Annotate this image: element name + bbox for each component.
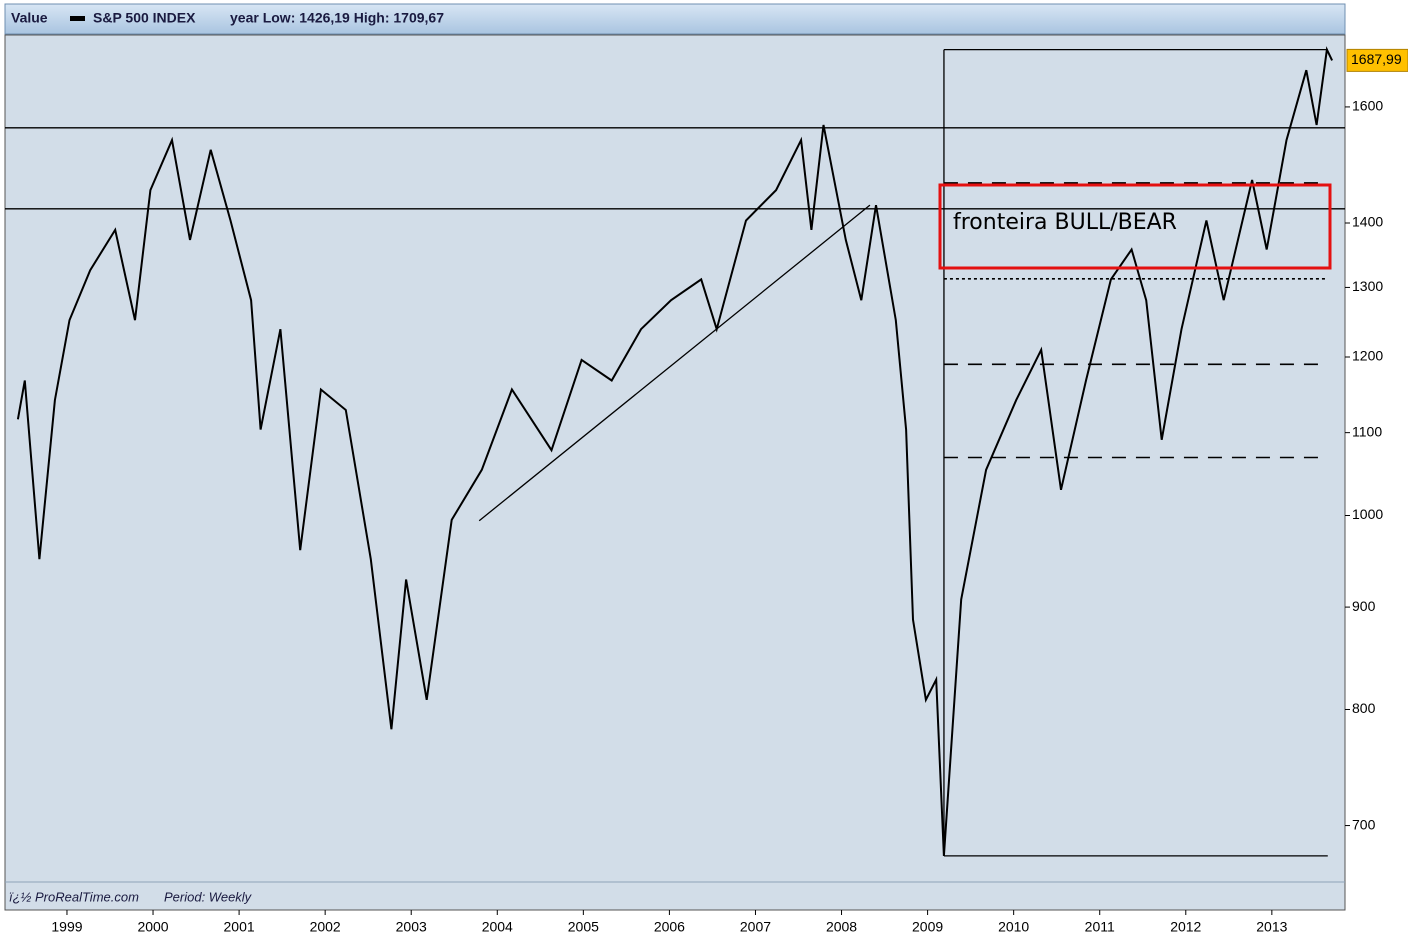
x-tick-label: 2011 <box>1085 919 1115 935</box>
x-tick-label: 2007 <box>740 919 771 935</box>
y-tick-label: 1100 <box>1352 423 1382 439</box>
x-tick-label: 2010 <box>998 919 1029 935</box>
x-tick-label: 2013 <box>1256 919 1287 935</box>
x-tick-label: 2003 <box>396 919 427 935</box>
x-tick-label: 2012 <box>1170 919 1201 935</box>
x-tick-label: 2002 <box>310 919 341 935</box>
x-tick-label: 2008 <box>826 919 857 935</box>
period: Period: Weekly <box>164 889 253 904</box>
x-tick-label: 2001 <box>224 919 255 935</box>
last-price-box <box>1346 48 1408 72</box>
x-tick-label: 2000 <box>137 919 168 935</box>
legend-swatch <box>70 16 85 21</box>
last-price-label: 1687,99 <box>1351 51 1402 67</box>
y-tick-label: 900 <box>1352 598 1376 614</box>
x-tick-label: 2006 <box>654 919 685 935</box>
header-band <box>4 3 1346 35</box>
x-tick-label: 2009 <box>912 919 943 935</box>
price-line <box>16 46 1334 856</box>
x-tick-label: 2004 <box>482 919 513 935</box>
y-tick-label: 800 <box>1352 700 1376 716</box>
subtitle: year Low: 1426,19 High: 1709,67 <box>230 10 444 26</box>
footer: ï¿½ ProRealTime.com <box>9 889 139 904</box>
marks <box>5 46 1345 857</box>
y-tick-label: 1000 <box>1352 506 1383 522</box>
header-label: Value <box>11 10 48 26</box>
y-tick-label: 1600 <box>1352 98 1383 114</box>
x-tick-label: 1999 <box>51 919 82 935</box>
legend-label: S&P 500 INDEX <box>93 10 196 26</box>
y-tick-label: 700 <box>1352 816 1376 832</box>
reference-line <box>478 204 871 522</box>
x-tick-label: 2005 <box>568 919 599 935</box>
y-tick-label: 1200 <box>1352 348 1383 364</box>
annotation-box <box>938 183 1332 270</box>
annotation: fronteira BULL/BEAR <box>953 210 1177 235</box>
plot-area <box>4 34 1346 911</box>
y-tick-label: 1300 <box>1352 278 1383 294</box>
y-tick-label: 1400 <box>1352 214 1383 230</box>
